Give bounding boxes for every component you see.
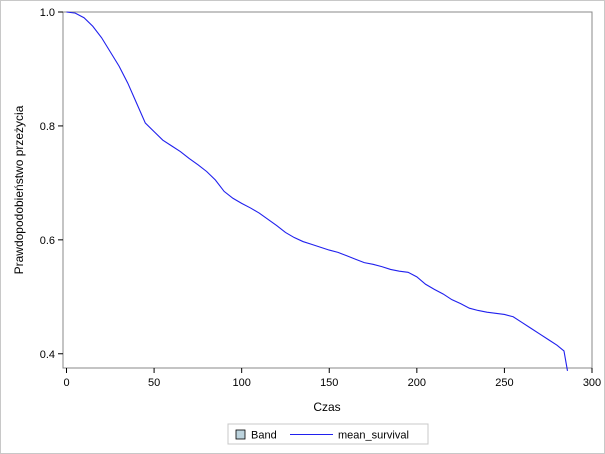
y-axis-ticks: 0.4 0.6 0.8 1.0 [40,7,63,361]
legend-band-label: Band [251,430,277,442]
x-tick-label: 200 [408,377,426,389]
legend-border [227,423,429,445]
x-tick-label: 300 [583,377,601,389]
x-tick-label: 250 [495,377,513,389]
x-axis-ticks: 0 50 100 150 200 250 300 [63,368,601,389]
legend-mean-survival-label: mean_survival [338,430,409,442]
series-line-mean-survival [66,11,569,371]
y-tick-label: 0.6 [40,235,55,247]
x-tick-label: 100 [232,377,250,389]
y-tick-label: 1.0 [40,7,55,19]
y-axis-title: Prawdopodobieństwo przeżycia [12,105,26,274]
x-tick-label: 0 [63,377,69,389]
x-axis-title: Czas [313,400,340,414]
y-tick-label: 0.8 [40,121,55,133]
x-tick-label: 150 [320,377,338,389]
x-tick-label: 50 [148,377,160,389]
legend: Band mean_survival [227,423,429,445]
y-tick-label: 0.4 [40,349,55,361]
plot-area-border [62,11,593,369]
legend-band-swatch [235,429,246,440]
